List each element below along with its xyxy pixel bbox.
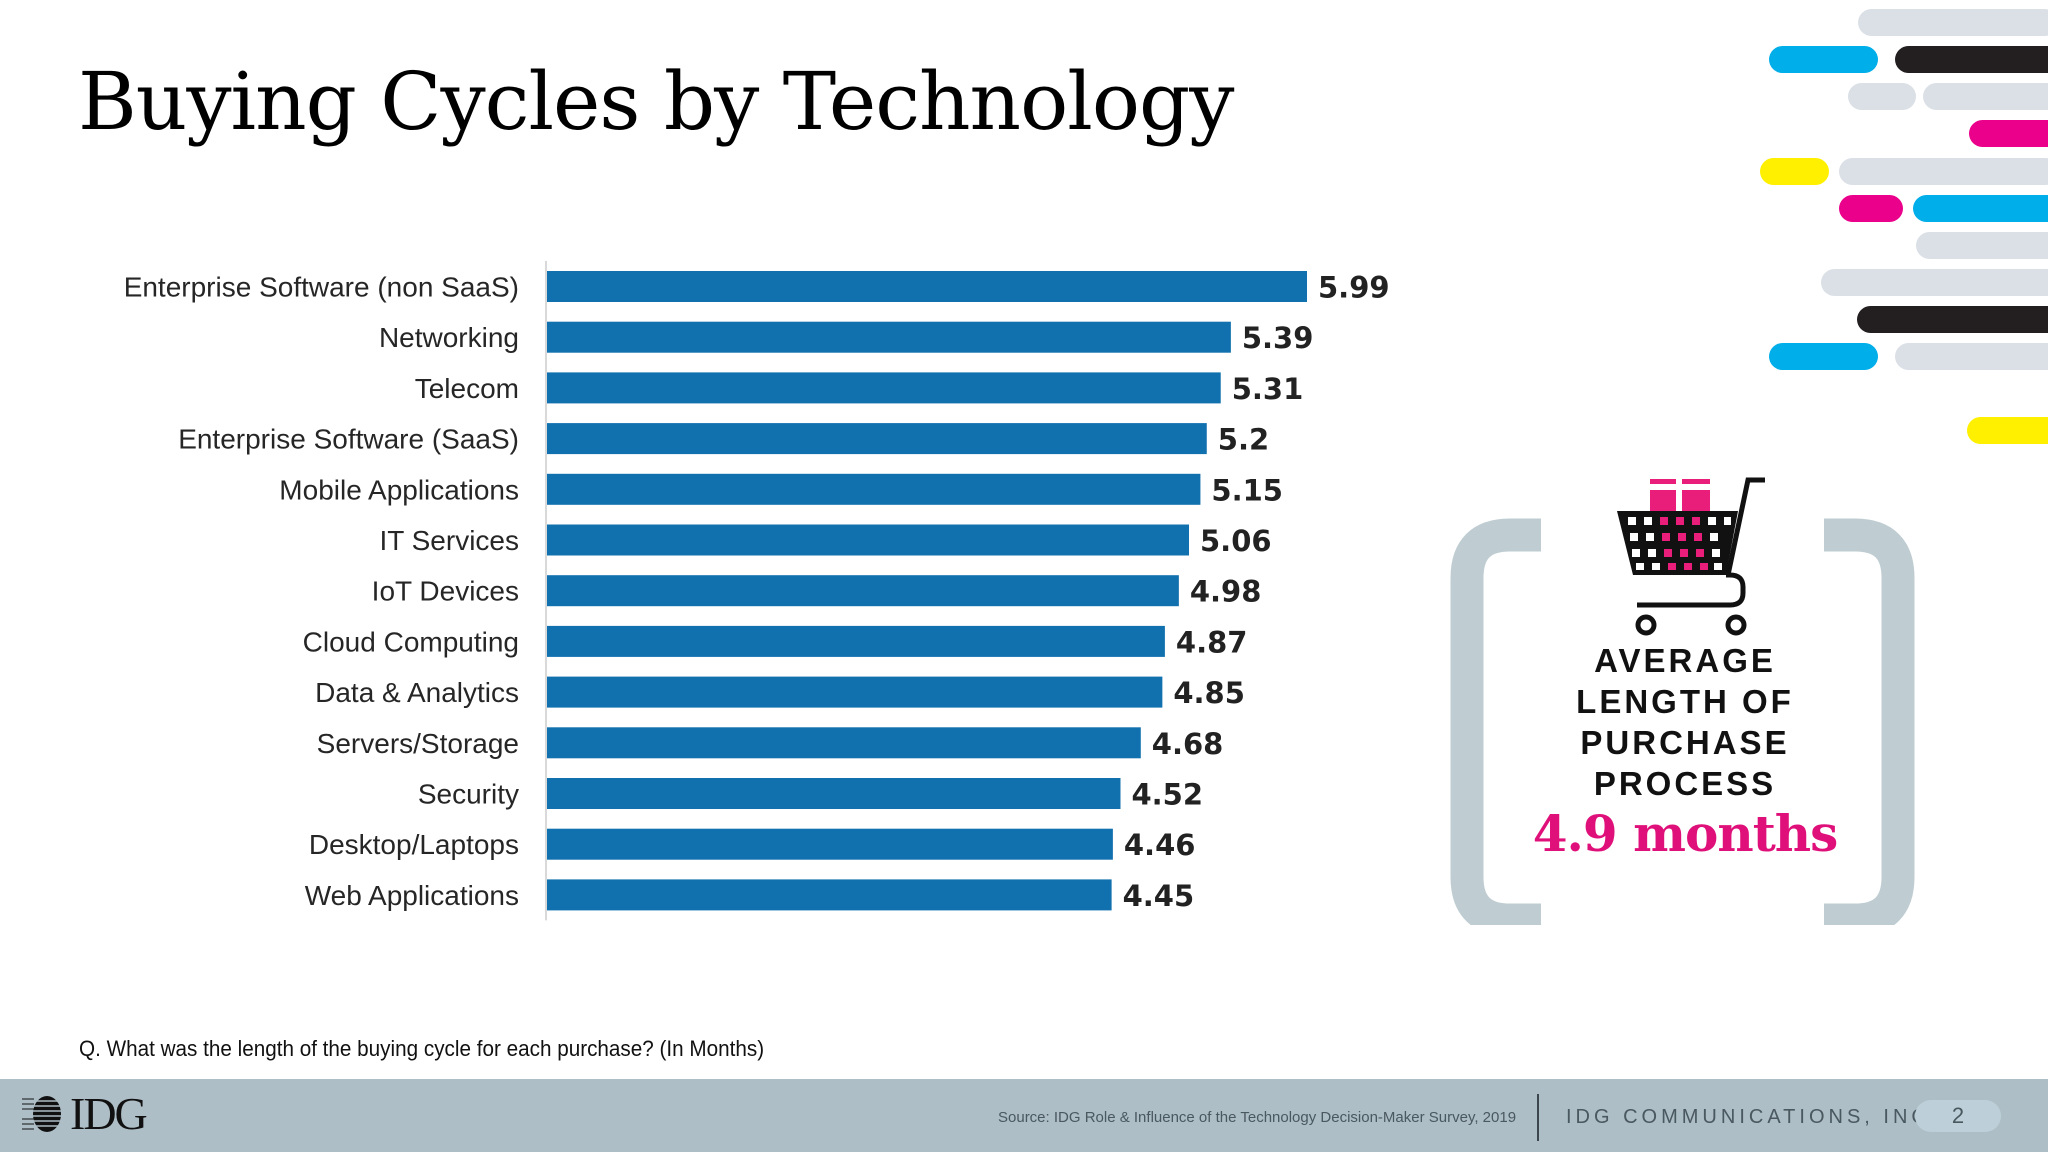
bar <box>547 676 1163 708</box>
value-label: 5.39 <box>1242 321 1314 355</box>
category-label: Enterprise Software (non SaaS) <box>124 272 519 303</box>
category-label: IT Services <box>379 525 519 556</box>
value-label: 4.45 <box>1123 879 1195 913</box>
category-labels-group: Enterprise Software (non SaaS) Networking… <box>124 272 519 911</box>
category-label: Web Applications <box>305 880 519 911</box>
page-number: 2 <box>1915 1100 2001 1132</box>
left-bracket <box>1450 518 1541 925</box>
category-label: Data & Analytics <box>315 677 519 708</box>
idg-globe-icon <box>22 1096 68 1132</box>
bar <box>547 625 1165 657</box>
value-label: 5.2 <box>1218 423 1269 457</box>
category-label: Servers/Storage <box>317 728 519 759</box>
survey-question: Q. What was the length of the buying cyc… <box>79 1036 765 1061</box>
category-label: Telecom <box>415 373 519 404</box>
logo-text: IDG <box>70 1088 148 1139</box>
bar <box>547 271 1307 302</box>
deco-pill-gray <box>1858 9 2048 36</box>
bar-chart: Enterprise Software (non SaaS) Networking… <box>124 261 1390 921</box>
category-label: Enterprise Software (SaaS) <box>178 424 519 455</box>
bar <box>547 727 1141 759</box>
stat-label: AVERAGE LENGTH OF PURCHASE PROCESS <box>1440 640 1930 804</box>
footer-divider <box>1537 1094 1539 1141</box>
stat-label-line: LENGTH OF <box>1576 683 1794 720</box>
deco-pill-gray <box>1923 83 2048 110</box>
deco-pill-gray <box>1839 158 2048 185</box>
deco-pill-gray <box>1895 343 2048 370</box>
deco-pill-magenta <box>1839 195 1903 222</box>
stat-label-line: PURCHASE <box>1580 724 1790 761</box>
deco-pill-cyan <box>1769 343 1878 370</box>
footer: IDG Source: IDG Role & Influence of the … <box>0 1079 2048 1152</box>
bar <box>547 372 1221 404</box>
source-citation: Source: IDG Role & Influence of the Tech… <box>998 1109 1517 1126</box>
value-label: 5.15 <box>1211 473 1283 507</box>
stat-value: 4.9 months <box>1532 804 1839 863</box>
bar <box>547 423 1207 455</box>
value-label: 4.68 <box>1152 727 1224 761</box>
category-label: Security <box>418 779 519 810</box>
bar <box>547 473 1201 505</box>
deco-pill-yellow <box>1760 158 1829 185</box>
deco-pill-black <box>1895 46 2048 73</box>
deco-pill-yellow <box>1967 417 2048 444</box>
company-name: IDG COMMUNICATIONS, INC. <box>1566 1106 1940 1128</box>
value-label: 5.06 <box>1200 524 1272 558</box>
value-label: 4.85 <box>1173 676 1245 710</box>
value-label: 4.46 <box>1124 828 1196 862</box>
stat-label-line: PROCESS <box>1593 765 1777 802</box>
deco-pill-gray <box>1916 232 2048 259</box>
deco-pill-magenta <box>1969 120 2048 147</box>
deco-pill-cyan <box>1913 195 2048 222</box>
idg-logo: IDG <box>22 1088 148 1139</box>
stat-panel <box>1450 477 1915 925</box>
category-label: Mobile Applications <box>279 474 519 505</box>
value-labels-group: 5.995.39 5.31 5.2 5.15 5.06 4.98 4.87 4.85 4.68 4… <box>1123 271 1390 913</box>
slide-title: Buying Cycles by Technology <box>78 55 1234 148</box>
bar <box>547 828 1113 860</box>
value-label: 4.52 <box>1131 778 1203 812</box>
category-label: Networking <box>379 322 519 353</box>
shopping-cart-icon <box>1617 477 1765 636</box>
bar <box>547 321 1231 353</box>
bar <box>547 879 1112 911</box>
category-label: Desktop/Laptops <box>309 829 519 860</box>
deco-pill-black <box>1857 306 2048 333</box>
deco-pill-gray <box>1821 269 2048 296</box>
bar <box>547 524 1190 556</box>
category-label: Cloud Computing <box>303 626 519 657</box>
value-label: 5.99 <box>1318 271 1390 305</box>
category-label: IoT Devices <box>372 576 519 607</box>
bar <box>547 575 1179 607</box>
bar <box>547 778 1121 809</box>
deco-pill-gray <box>1848 83 1916 110</box>
deco-pill-cyan <box>1769 46 1878 73</box>
value-label: 4.87 <box>1176 625 1248 659</box>
stat-label-line: AVERAGE <box>1594 642 1776 679</box>
right-bracket <box>1824 518 1915 925</box>
value-label: 5.31 <box>1232 372 1304 406</box>
value-label: 4.98 <box>1190 575 1262 609</box>
bars-group <box>547 271 1307 911</box>
